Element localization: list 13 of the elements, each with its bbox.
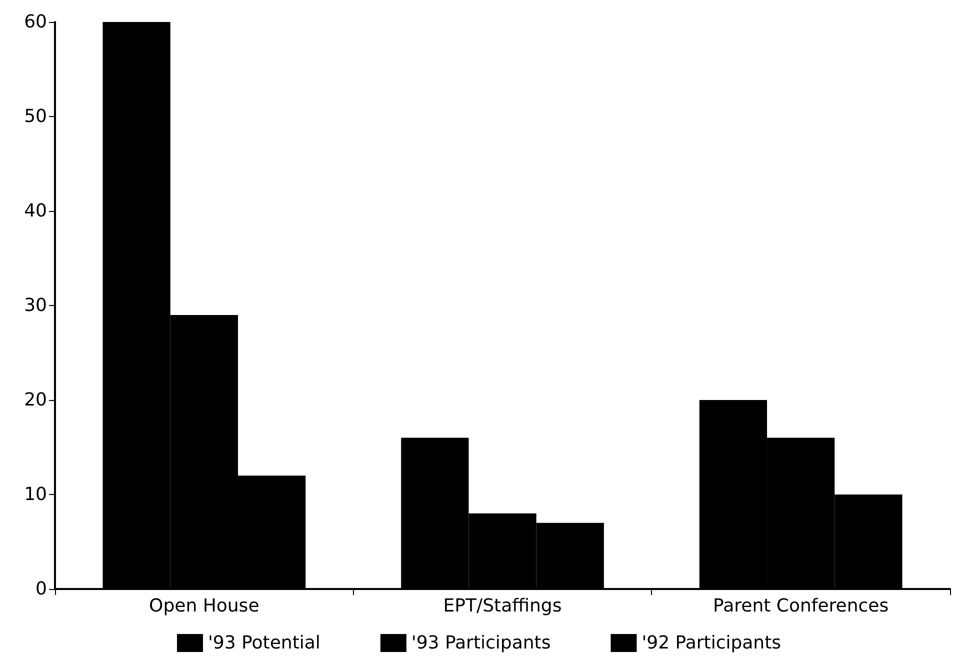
y-tick-label: 30 xyxy=(24,295,47,316)
y-tick-label: 50 xyxy=(24,106,47,127)
y-tick-label: 0 xyxy=(36,578,47,600)
y-tick-label: 20 xyxy=(24,390,47,410)
legend-label: '93 Participants xyxy=(411,632,551,654)
y-tick-label: 60 xyxy=(24,12,47,32)
y-tick-label: 40 xyxy=(24,200,47,222)
legend-label: '93 Potential xyxy=(208,632,320,654)
x-tick-label: EPT/Staffings xyxy=(443,596,562,616)
legend-label: '92 Participants xyxy=(642,632,782,654)
x-tick-label: Parent Conferences xyxy=(713,596,889,616)
x-tick-label: Open House xyxy=(149,596,260,616)
y-tick-label: 10 xyxy=(24,484,47,505)
